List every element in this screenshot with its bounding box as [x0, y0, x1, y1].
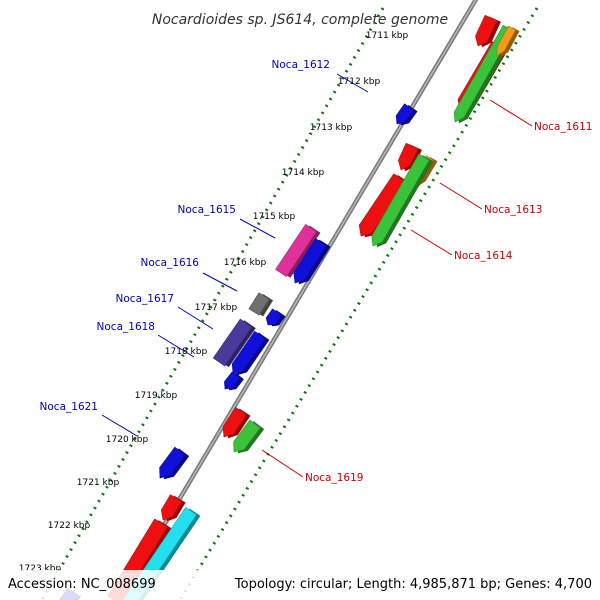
- gene-label-noca-1617[interactable]: Noca_1617: [116, 293, 174, 305]
- scale-tick-label: 1721 kbp: [77, 478, 120, 488]
- gene-arrow-noca-1611-orange-shadow: [501, 27, 520, 58]
- scale-tick-label: 1719 kbp: [135, 391, 178, 401]
- gene-arrow-noca-1617-body: [265, 308, 282, 326]
- gene-arrow-noca-1619-red[interactable]: [222, 407, 251, 439]
- gene-label-noca-1619[interactable]: Noca_1619: [305, 472, 363, 484]
- gene-arrow-noca-1618[interactable]: [212, 318, 256, 368]
- scale-tick-label: 1717 kbp: [195, 303, 238, 313]
- gene-arrow-noca-1617[interactable]: [265, 308, 286, 327]
- map-title: Nocardioides sp. JS614, complete genome: [152, 12, 448, 28]
- gene-label-noca-1618[interactable]: Noca_1618: [97, 321, 155, 333]
- genome-summary-text: Topology: circular; Length: 4,985,871 bp…: [234, 577, 592, 592]
- gene-label-noca-1613[interactable]: Noca_1613: [484, 204, 542, 216]
- gene-arrow-noca-1621[interactable]: [159, 446, 190, 480]
- gene-label-noca-1611[interactable]: Noca_1611: [534, 121, 592, 133]
- scale-ticks: 1711 kbp 1712 kbp 1713 kbp 1714 kbp 1715 kbp…: [19, 31, 409, 574]
- gene-arrow-noca-1619-green[interactable]: [233, 419, 265, 454]
- scale-tick-label: 1714 kbp: [282, 168, 325, 178]
- scale-tick-label: 1722 kbp: [48, 521, 91, 531]
- scale-dotted-line: [40, 7, 385, 600]
- gene-arrow-bottom-red[interactable]: [160, 494, 186, 522]
- gene-arrow-noca-1612[interactable]: [395, 103, 418, 126]
- gene-label-noca-1621[interactable]: Noca_1621: [40, 401, 98, 413]
- gene-arrow-small[interactable]: [224, 371, 244, 391]
- gene-arrow-noca-1616-b-body: [248, 292, 270, 316]
- gene-arrow-noca-1618-b[interactable]: [231, 330, 270, 376]
- gene-arrow-noca-1615[interactable]: [275, 223, 321, 278]
- scale-tick-label: 1720 kbp: [106, 435, 149, 445]
- gene-arrow-noca-1613-red-body: [398, 142, 419, 171]
- forward-dotted-line: [178, 7, 539, 600]
- scale-tick-label: 1713 kbp: [310, 123, 353, 133]
- gene-label-noca-1615[interactable]: Noca_1615: [178, 204, 236, 216]
- gene-label-noca-1616[interactable]: Noca_1616: [141, 257, 200, 269]
- gene-arrow-noca-1611-red[interactable]: [475, 14, 501, 48]
- gene-arrow-noca-1618-b-body: [231, 330, 266, 375]
- gene-arrow-noca-1613-red[interactable]: [398, 142, 422, 172]
- gene-arrow-noca-1611-orange[interactable]: [496, 25, 520, 58]
- gene-arrow-noca-1614-green-body: [371, 153, 430, 247]
- scale-tick-label: 1723 kbp: [19, 564, 62, 574]
- gene-arrow-noca-1616-b[interactable]: [248, 292, 274, 317]
- gene-arrow-noca-1615-body: [275, 223, 317, 278]
- gene-arrow-noca-1611-orange-body: [496, 25, 516, 57]
- scale-tick-label: 1711 kbp: [366, 31, 409, 41]
- gene-arrow-noca-1616-a-body: [293, 238, 327, 284]
- gene-arrow-noca-1616-a[interactable]: [293, 238, 331, 285]
- gene-arrow-noca-1621-body: [159, 446, 186, 479]
- leader-lines: [101, 73, 533, 478]
- scale-tick-label: 1716 kbp: [224, 258, 267, 268]
- gene-arrow-noca-1618-body: [212, 318, 253, 367]
- gene-arrow-small-body: [224, 371, 241, 390]
- gene-arrow-noca-1612-body: [395, 103, 414, 125]
- gene-arrow-noca-1619-green-body: [233, 419, 261, 453]
- scale-tick-label: 1712 kbp: [338, 77, 381, 87]
- gene-arrow-noca-1619-red-body: [222, 407, 247, 438]
- footer-background: [0, 570, 600, 600]
- gene-arrow-noca-1611-red-body: [475, 14, 498, 47]
- gene-label-noca-1612[interactable]: Noca_1612: [272, 59, 330, 71]
- scale-tick-label: 1715 kbp: [253, 212, 296, 222]
- gene-label-noca-1614[interactable]: Noca_1614: [454, 250, 513, 262]
- gene-arrow-noca-1614-green[interactable]: [371, 153, 434, 248]
- accession-text: Accession: NC_008699: [8, 577, 156, 592]
- gene-features: [59, 14, 520, 600]
- gene-arrow-bottom-red-body: [160, 494, 183, 521]
